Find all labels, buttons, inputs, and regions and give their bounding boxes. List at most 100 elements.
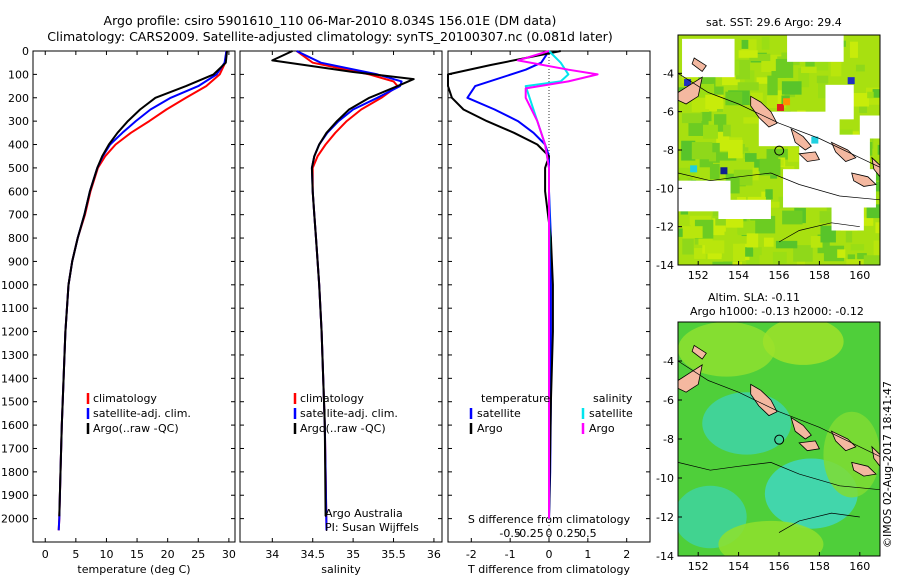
legend-label: Argo(..raw -QC): [300, 422, 386, 435]
legend-label: satellite-adj. clim.: [300, 407, 398, 420]
island-landmass: [691, 344, 707, 360]
cloud-mask: [831, 199, 864, 231]
depth-tick-label: 900: [8, 255, 29, 268]
legend-label: satellite-adj. clim.: [93, 407, 191, 420]
sst-cell: [740, 247, 754, 257]
sst-cell: [730, 60, 740, 76]
sst-anomaly-cell: [684, 79, 692, 87]
sst-cell: [752, 167, 759, 181]
argo-profile-marker: [774, 145, 785, 156]
depth-contour: [678, 462, 880, 491]
island-landmass: [691, 57, 707, 72]
map-lon-tick-label: 158: [809, 269, 830, 282]
sst-cell: [769, 201, 780, 208]
map-lat-tick-label: -6: [663, 394, 674, 407]
sst-cell: [801, 66, 817, 74]
legend-label: satellite: [589, 407, 633, 420]
depth-contour: [678, 172, 880, 201]
map-lon-tick-label: 152: [688, 269, 709, 282]
series-line-satellite-adj-clim-: [57, 50, 228, 531]
depth-contour: [678, 73, 880, 168]
panel-annotation: PI: Susan Wijffels: [325, 521, 419, 534]
sst-anomaly-cell: [811, 136, 819, 144]
x-axis-label: T difference from climatology: [467, 563, 630, 576]
island-landmass: [790, 127, 812, 151]
sst-cell: [857, 253, 867, 265]
island-landmass: [790, 416, 812, 440]
x-tick-label: 10: [99, 548, 113, 561]
salinity-diff-tick-label: 0.5: [579, 527, 597, 540]
sst-cell: [775, 240, 798, 249]
sla-anomaly-region: [678, 322, 775, 377]
sst-map-title: sat. SST: 29.6 Argo: 29.4: [706, 16, 842, 29]
salinity-diff-tick-label: -0.25: [515, 527, 543, 540]
sst-cell: [872, 89, 880, 98]
x-tick-label: 35: [346, 548, 360, 561]
sst-cell: [782, 210, 803, 225]
sst-cell: [863, 255, 880, 265]
salinity-diff-tick-label: 0.25: [556, 527, 581, 540]
sst-cell: [691, 97, 710, 112]
sst-cell: [705, 240, 725, 254]
map-lat-tick-label: -6: [663, 106, 674, 119]
island-landmass: [871, 445, 880, 467]
sla-map-title-line1: Altim. SLA: -0.11: [708, 291, 801, 304]
sst-cell: [817, 81, 828, 99]
series-line-temperature-satellite: [466, 50, 552, 519]
sst-cell: [787, 147, 799, 162]
sst-cell: [708, 152, 717, 162]
chart-title-line2: Climatology: CARS2009. Satellite-adjuste…: [47, 29, 613, 44]
x-tick-label: 0: [546, 548, 553, 561]
sst-anomaly-cell: [847, 77, 855, 85]
sst-cell: [728, 139, 743, 159]
sst-cell: [810, 236, 823, 248]
sst-cell: [761, 191, 769, 199]
legend-label: climatology: [300, 392, 364, 405]
salinity-diff-tick-label: 0: [546, 527, 553, 540]
sst-anomaly-cell: [720, 167, 728, 175]
sst-cell: [763, 237, 774, 247]
sst-cell: [759, 158, 781, 176]
sst-map: [677, 34, 881, 266]
island-landmass: [798, 151, 821, 162]
series-line-satellite-adj-clim-: [296, 50, 403, 531]
sst-cell: [798, 67, 810, 88]
sst-anomaly-cell: [690, 165, 698, 173]
map-lon-tick-label: 156: [769, 269, 790, 282]
map-lat-tick-label: -12: [656, 511, 674, 524]
sst-cell: [877, 181, 880, 195]
sst-cell: [793, 245, 813, 262]
sst-cell: [694, 248, 706, 259]
sla-map-title-line2: Argo h1000: -0.13 h2000: -0.12: [690, 305, 864, 318]
x-tick-label: 34.5: [300, 548, 325, 561]
sla-anomaly-region: [702, 392, 792, 455]
legend-label: temperature: [481, 392, 550, 405]
sst-cell: [754, 247, 762, 256]
map-lat-tick-label: -12: [656, 221, 674, 234]
depth-tick-label: 1400: [1, 372, 29, 385]
legend-label: satellite: [477, 407, 521, 420]
map-lat-tick-label: -8: [663, 144, 674, 157]
sst-cell: [846, 259, 868, 265]
depth-tick-label: 800: [8, 232, 29, 245]
sla-anomaly-region: [823, 411, 880, 498]
island-landmass: [871, 156, 880, 178]
sst-cell: [845, 228, 853, 243]
series-line-climatology: [57, 50, 228, 531]
x-tick-label: 15: [130, 548, 144, 561]
sst-cell: [855, 206, 873, 218]
sst-cell: [712, 261, 730, 265]
sst-cell: [749, 53, 771, 62]
sla-anomaly-region: [762, 322, 844, 365]
sst-cell: [816, 75, 829, 84]
panel-annotation: Argo Australia: [325, 507, 403, 520]
legend-label: Argo(..raw -QC): [93, 422, 179, 435]
depth-tick-label: 1000: [1, 279, 29, 292]
map-lon-tick-label: 158: [809, 560, 830, 573]
sst-cell: [743, 117, 759, 124]
depth-tick-label: 100: [8, 68, 29, 81]
sst-cell: [732, 261, 743, 265]
sst-cell: [849, 41, 858, 58]
sst-cell: [772, 251, 787, 264]
map-lat-tick-label: -14: [656, 259, 674, 272]
